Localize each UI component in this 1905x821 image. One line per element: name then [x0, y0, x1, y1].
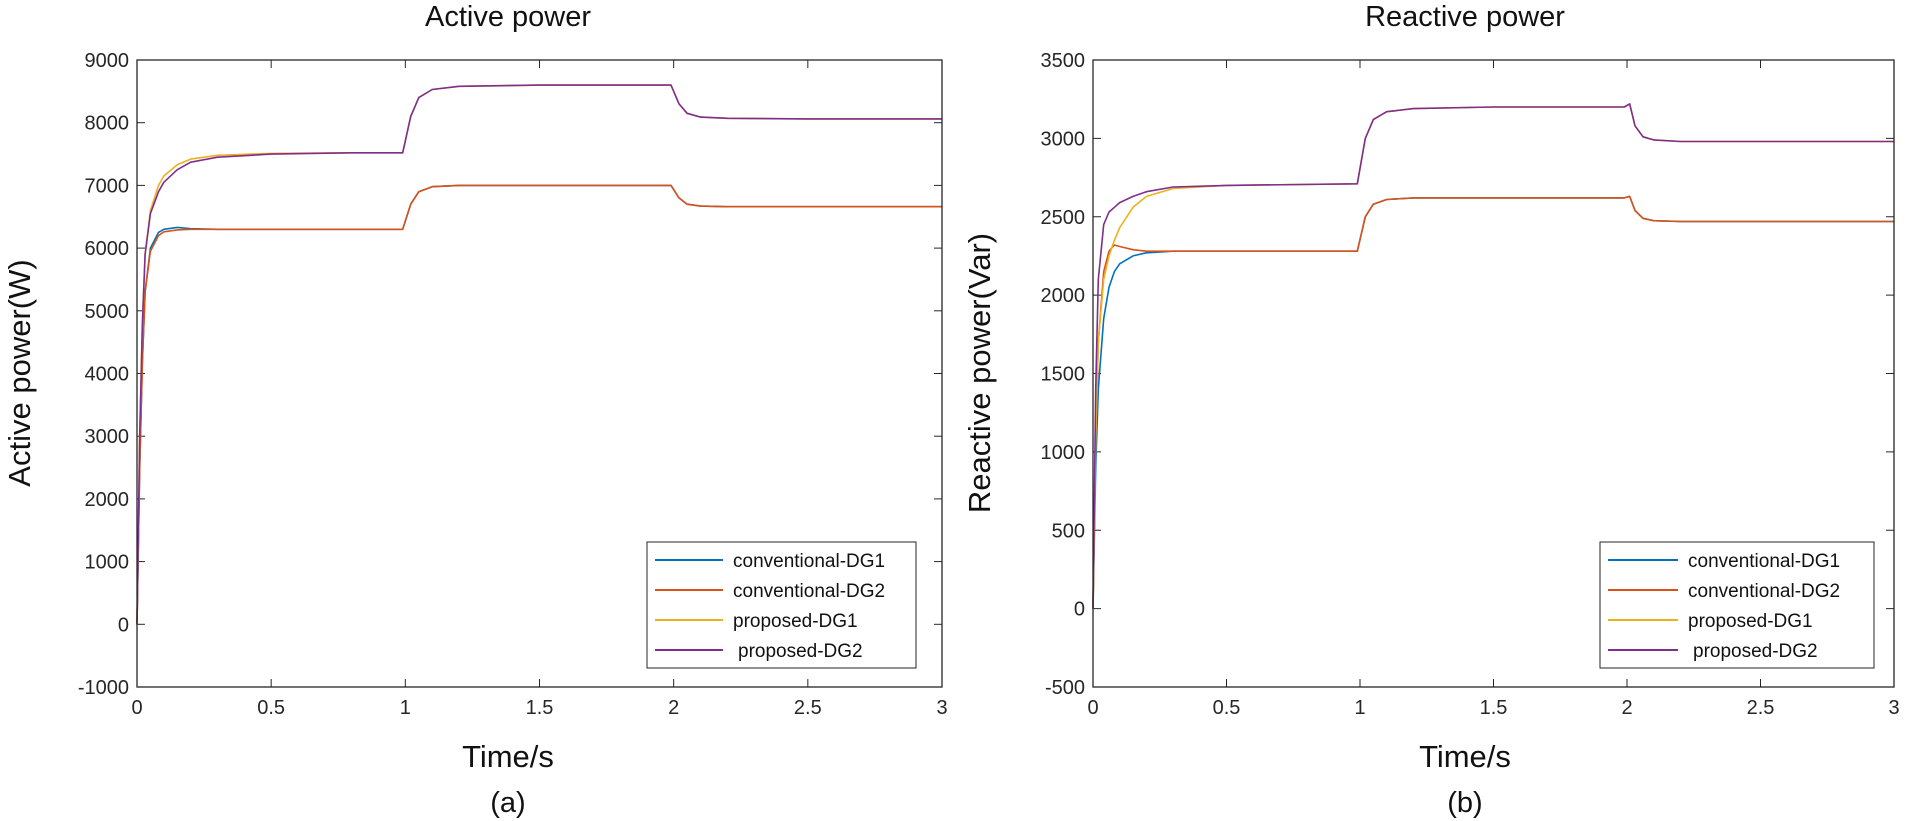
legend-label: conventional-DG1: [733, 551, 885, 572]
legend-label: conventional-DG2: [733, 581, 885, 602]
y-tick-label: 2000: [85, 489, 130, 511]
series-lines: [136, 84, 942, 625]
x-tick-labels: 0 0.5 1 1.5 2 2.5 3: [1087, 697, 1899, 719]
legend: conventional-DG1 conventional-DG2 propos…: [1599, 541, 1875, 669]
plot-frame: [136, 59, 943, 688]
y-tick-label: 500: [1052, 520, 1085, 542]
x-tick-label: 2: [1621, 697, 1632, 719]
active-power-chart: Active power -10000100020003000400050006…: [2, 1, 948, 819]
x-tick-labels: 0 0.5 1 1.5 2 2.5 3: [131, 697, 947, 719]
x-tick-label: 3: [936, 697, 947, 719]
y-tick-label: 6000: [85, 238, 130, 260]
y-tick-label: 3000: [85, 426, 130, 448]
x-tick-label: 2: [668, 697, 679, 719]
series-line-conventional-dg2: [1092, 195, 1894, 609]
y-tick-label: 8000: [85, 113, 130, 135]
y-tick-label: 7000: [85, 175, 130, 197]
x-tick-label: 3: [1888, 697, 1899, 719]
y-axis-label: Reactive power(Var): [962, 233, 997, 513]
x-axis-label: Time/s: [1419, 739, 1511, 774]
y-tick-label: 9000: [85, 50, 130, 72]
y-tick-label: 3000: [1041, 128, 1086, 150]
x-tick-label: 0.5: [1213, 697, 1241, 719]
series-line-conventional-dg2: [136, 184, 942, 625]
x-tick-label: 0.5: [257, 697, 285, 719]
legend-label: proposed-DG1: [1688, 611, 1813, 632]
y-tick-label: -1000: [78, 677, 129, 699]
x-tick-label: 2.5: [794, 697, 822, 719]
y-tick-label: 2500: [1041, 207, 1086, 229]
legend-label: proposed-DG2: [1693, 641, 1818, 662]
legend-label: conventional-DG2: [1688, 581, 1840, 602]
x-axis-label: Time/s: [462, 739, 554, 774]
y-tick-label: 2000: [1041, 285, 1086, 307]
legend: conventional-DG1 conventional-DG2 propos…: [646, 541, 917, 669]
chart-title: Active power: [425, 1, 591, 33]
legend-label: conventional-DG1: [1688, 551, 1840, 572]
y-axis-label: Active power(W): [2, 259, 37, 486]
panel-caption: (b): [1447, 787, 1482, 819]
x-tick-label: 0: [1087, 697, 1098, 719]
x-tick-label: 1.5: [526, 697, 554, 719]
y-tick-label: 4000: [85, 364, 130, 386]
legend-box: [646, 541, 917, 669]
x-tick-label: 2.5: [1747, 697, 1775, 719]
series-line-proposed-dg2: [1092, 103, 1894, 609]
y-tick-label: 1000: [1041, 442, 1086, 464]
x-tick-label: 1.5: [1480, 697, 1508, 719]
x-tick-label: 1: [1354, 697, 1365, 719]
y-tick-label: -500: [1045, 677, 1085, 699]
y-tick-label: 5000: [85, 301, 130, 323]
y-tick-label: 0: [1074, 599, 1085, 621]
x-tick-label: 1: [400, 697, 411, 719]
legend-label: proposed-DG2: [738, 641, 863, 662]
y-tick-labels: -500 0 500 1000 1500 2000 2500 3000 3500: [1041, 50, 1086, 699]
x-tick-label: 0: [131, 697, 142, 719]
y-tick-label: 0: [118, 614, 129, 636]
series-line-proposed-dg2: [136, 84, 942, 625]
chart-title: Reactive power: [1365, 1, 1565, 33]
y-tick-label: 1000: [85, 552, 130, 574]
y-tick-labels: -1000 0 1000 2000 3000 4000 5000 6000 7000 8000 90…: [78, 50, 129, 699]
legend-box: [1599, 541, 1875, 669]
reactive-power-chart: Reactive power -500050010001500200025003…: [962, 1, 1900, 819]
legend-label: proposed-DG1: [733, 611, 858, 632]
panel-caption: (a): [490, 787, 525, 819]
y-tick-label: 3500: [1041, 50, 1086, 72]
y-tick-label: 1500: [1041, 364, 1086, 386]
plot-frame: [1092, 59, 1895, 688]
series-lines: [1092, 103, 1894, 609]
